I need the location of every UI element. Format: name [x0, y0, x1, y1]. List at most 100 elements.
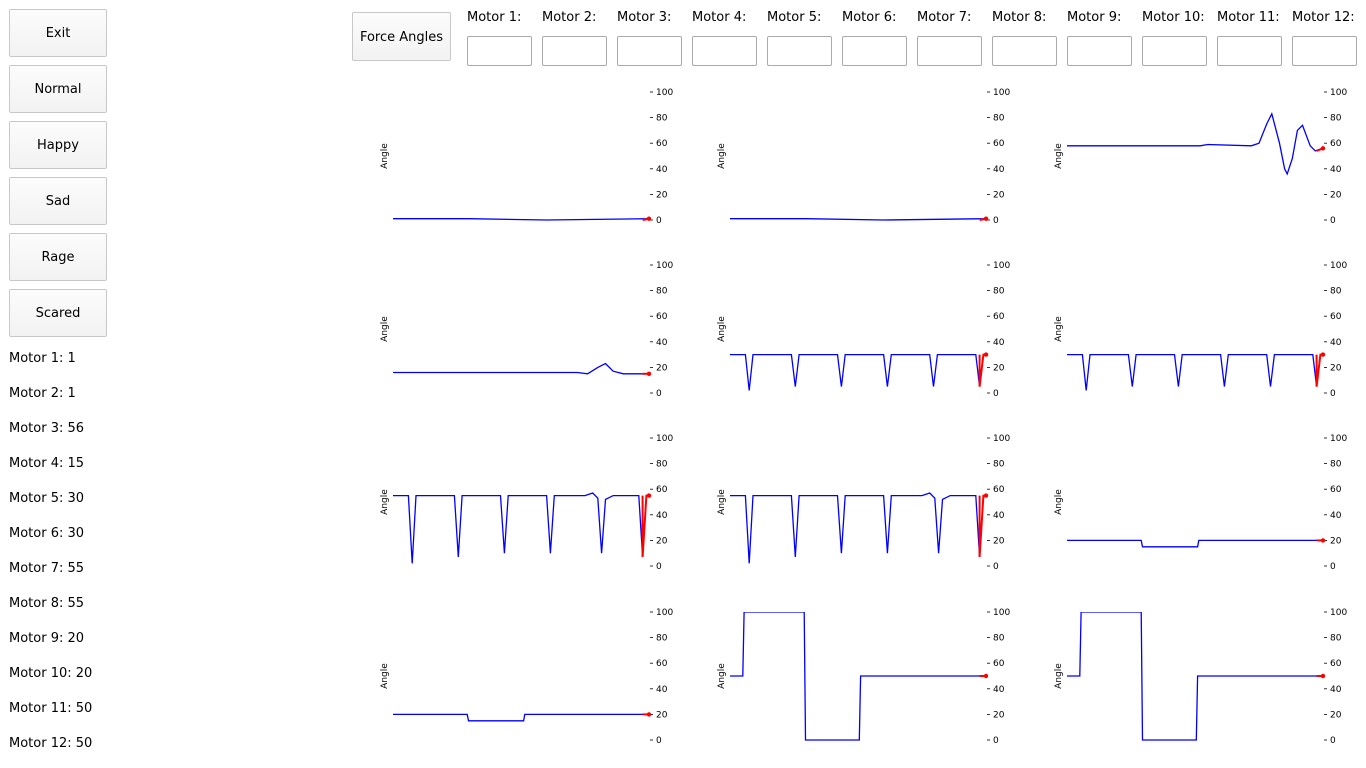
motor-plot-2: Angle 0 20 40 60 80 100 — [717, 88, 1010, 226]
motor-input-3[interactable] — [617, 36, 682, 66]
y-tick-label: 60 — [993, 312, 1005, 322]
y-tick-label: 40 — [656, 165, 668, 175]
y-tick-label: 60 — [656, 485, 668, 495]
angle-history-line — [1067, 353, 1323, 391]
y-axis-label: Angle — [1054, 489, 1064, 515]
motor-input-label-5: Motor 5: — [767, 10, 822, 25]
y-tick-label: 20 — [1330, 190, 1342, 200]
happy-button[interactable]: Happy — [9, 121, 107, 169]
current-angle-marker — [1320, 538, 1326, 543]
motor-input-label-4: Motor 4: — [692, 10, 747, 25]
motor-input-1[interactable] — [467, 36, 532, 66]
motor-input-6[interactable] — [842, 36, 907, 66]
y-tick-label: 80 — [1330, 114, 1342, 124]
motor-plot-10: Angle 0 20 40 60 80 100 — [380, 608, 673, 746]
y-axis-label: Angle — [380, 143, 390, 169]
y-axis-label: Angle — [717, 316, 727, 342]
force-angles-button[interactable]: Force Angles — [352, 12, 451, 61]
motor-plot-11: Angle 0 20 40 60 80 100 — [717, 608, 1010, 746]
motor-input-label-3: Motor 3: — [617, 10, 672, 25]
y-tick-label: 60 — [1330, 659, 1342, 669]
motor-plot-8: Angle 0 20 40 60 80 100 — [717, 434, 1010, 572]
current-angle-marker — [983, 673, 989, 679]
y-tick-label: 0 — [1330, 389, 1336, 399]
y-tick-label: 0 — [656, 216, 662, 226]
y-tick-label: 20 — [656, 363, 668, 373]
y-tick-label: 100 — [1330, 434, 1347, 444]
motor-readout-12: Motor 12: 50 — [9, 736, 93, 751]
motor-plot-1: Angle 0 20 40 60 80 100 — [380, 88, 673, 226]
y-tick-label: 100 — [656, 608, 673, 618]
y-tick-label: 20 — [993, 363, 1005, 373]
normal-button[interactable]: Normal — [9, 65, 107, 113]
y-axis-label: Angle — [717, 663, 727, 689]
y-tick-label: 20 — [993, 710, 1005, 720]
y-tick-label: 100 — [993, 261, 1010, 271]
motor-input-7[interactable] — [917, 36, 982, 66]
y-tick-label: 20 — [656, 190, 668, 200]
y-tick-label: 40 — [1330, 511, 1342, 521]
angle-history-line — [1067, 539, 1323, 548]
current-angle-marker — [646, 493, 652, 498]
angle-recent-line — [978, 494, 986, 558]
y-tick-label: 100 — [656, 88, 673, 98]
angle-history-line — [730, 217, 986, 221]
y-tick-label: 60 — [993, 659, 1005, 669]
y-tick-label: 20 — [993, 536, 1005, 546]
sad-button[interactable]: Sad — [9, 177, 107, 225]
y-tick-label: 20 — [1330, 536, 1342, 546]
motor-readout-8: Motor 8: 55 — [9, 596, 85, 611]
angle-recent-line — [641, 494, 649, 558]
motor-readout-2: Motor 2: 1 — [9, 386, 76, 401]
y-tick-label: 60 — [993, 139, 1005, 149]
motor-plot-6: Angle 0 20 40 60 80 100 — [1054, 261, 1347, 399]
y-tick-label: 100 — [1330, 261, 1347, 271]
angle-history-line — [393, 492, 649, 564]
exit-button[interactable]: Exit — [9, 9, 107, 57]
y-tick-label: 0 — [656, 736, 662, 746]
motor-input-4[interactable] — [692, 36, 757, 66]
y-tick-label: 40 — [656, 338, 668, 348]
motor-plot-5: Angle 0 20 40 60 80 100 — [717, 261, 1010, 399]
rage-button[interactable]: Rage — [9, 233, 107, 281]
motor-input-11[interactable] — [1217, 36, 1282, 66]
y-tick-label: 20 — [656, 536, 668, 546]
current-angle-marker — [983, 216, 989, 221]
motor-readout-11: Motor 11: 50 — [9, 701, 93, 716]
y-axis-label: Angle — [1054, 663, 1064, 689]
motor-input-9[interactable] — [1067, 36, 1132, 66]
angle-history-line — [393, 217, 649, 221]
y-tick-label: 60 — [656, 139, 668, 149]
y-tick-label: 80 — [1330, 634, 1342, 644]
motor-input-2[interactable] — [542, 36, 607, 66]
y-tick-label: 0 — [656, 562, 662, 572]
scared-button[interactable]: Scared — [9, 289, 107, 337]
y-tick-label: 20 — [1330, 363, 1342, 373]
y-tick-label: 20 — [656, 710, 668, 720]
y-tick-label: 60 — [656, 312, 668, 322]
motor-plot-12: Angle 0 20 40 60 80 100 — [1054, 608, 1347, 746]
y-tick-label: 0 — [656, 389, 662, 399]
motor-input-label-6: Motor 6: — [842, 10, 897, 25]
current-angle-marker — [1320, 673, 1326, 679]
angle-history-line — [1067, 612, 1323, 741]
motor-readout-3: Motor 3: 56 — [9, 421, 85, 436]
y-axis-label: Angle — [380, 489, 390, 515]
y-tick-label: 80 — [993, 114, 1005, 124]
motor-input-label-8: Motor 8: — [992, 10, 1047, 25]
y-tick-label: 0 — [993, 216, 999, 226]
motor-readout-7: Motor 7: 55 — [9, 561, 85, 576]
motor-readout-10: Motor 10: 20 — [9, 666, 93, 681]
motor-input-8[interactable] — [992, 36, 1057, 66]
motor-input-5[interactable] — [767, 36, 832, 66]
motor-plot-7: Angle 0 20 40 60 80 100 — [380, 434, 673, 572]
y-tick-label: 40 — [993, 685, 1005, 695]
motor-input-12[interactable] — [1292, 36, 1357, 66]
angle-history-line — [730, 492, 986, 564]
angle-history-line — [1067, 111, 1323, 176]
motor-input-10[interactable] — [1142, 36, 1207, 66]
y-tick-label: 80 — [993, 287, 1005, 297]
angle-history-line — [730, 612, 986, 741]
motor-readout-9: Motor 9: 20 — [9, 631, 85, 646]
y-tick-label: 40 — [656, 685, 668, 695]
